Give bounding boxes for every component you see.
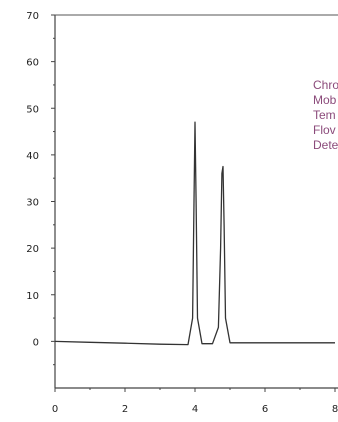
x-tick-label: 4: [192, 404, 198, 415]
x-tick-label: 6: [262, 404, 268, 415]
x-tick-label: 2: [122, 404, 128, 415]
y-tick-label: 10: [26, 291, 39, 302]
series: [54, 121, 335, 346]
annotation-text: Flov: [313, 123, 336, 137]
y-tick-label: 70: [26, 11, 39, 22]
y-tick-label: 30: [26, 198, 39, 209]
x-tick-label: 8: [332, 404, 338, 415]
ticks: 0 10 20 30 40 50 60 70 0 2 4 6 8: [26, 11, 338, 415]
y-tick-label: 50: [26, 104, 39, 115]
x-tick-label: 0: [52, 404, 58, 415]
y-tick-label: 40: [26, 151, 39, 162]
annotation-text: Chro: [313, 78, 338, 92]
annotation-text: Mob: [313, 93, 337, 107]
annotation-text: Dete: [313, 138, 338, 152]
y-tick-label: 60: [26, 58, 39, 69]
y-tick-label: 0: [33, 337, 39, 348]
chromatogram-line: [54, 121, 335, 346]
annotation-text: Tem: [313, 108, 336, 122]
y-tick-label: 20: [26, 244, 39, 255]
